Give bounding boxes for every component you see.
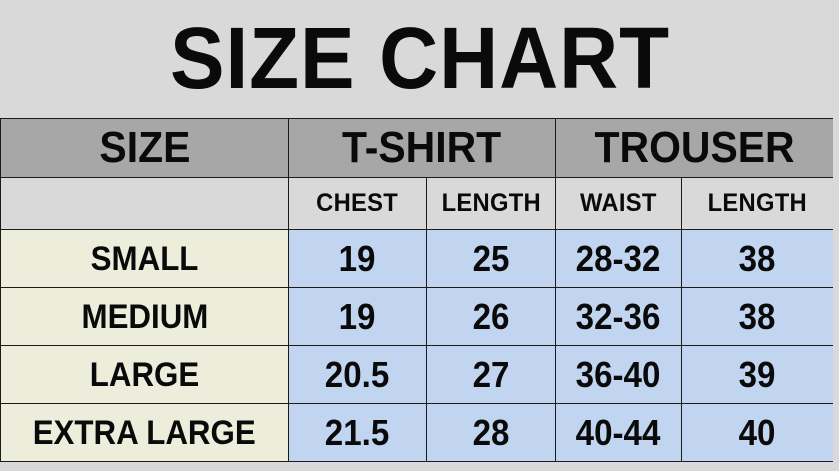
cell-trouser-length-value: 40 xyxy=(739,411,776,453)
cell-tshirt-chest-value: 20.5 xyxy=(325,353,390,395)
cell-trouser-length-value: 39 xyxy=(739,353,776,395)
cell-size: LARGE xyxy=(0,345,289,404)
cell-trouser-waist-value: 28-32 xyxy=(576,237,661,279)
sub-header-chest-label: CHEST xyxy=(316,189,399,217)
group-header-trouser: TROUSER xyxy=(555,118,835,178)
cell-tshirt-chest-value: 21.5 xyxy=(325,411,390,453)
cell-trouser-waist-value: 40-44 xyxy=(576,411,661,453)
sub-header-waist: WAIST xyxy=(555,177,683,230)
cell-tshirt-chest: 20.5 xyxy=(288,345,427,404)
sub-header-tshirt-length-label: LENGTH xyxy=(441,189,541,217)
cell-tshirt-chest-value: 19 xyxy=(339,295,376,337)
cell-trouser-waist-value: 36-40 xyxy=(576,353,661,395)
group-header-size-label: SIZE xyxy=(99,123,190,172)
sub-header-size-empty xyxy=(0,177,289,230)
document-title-band: SIZE CHART xyxy=(0,0,839,118)
cell-size-label: EXTRA LARGE xyxy=(32,413,257,452)
cell-tshirt-length-value: 27 xyxy=(472,353,510,395)
cell-trouser-waist: 32-36 xyxy=(555,287,683,346)
cell-size-label: SMALL xyxy=(90,239,199,278)
cell-tshirt-chest-value: 19 xyxy=(339,237,376,279)
cell-trouser-length: 39 xyxy=(681,345,835,404)
table-row: LARGE 20.5 27 36-40 39 xyxy=(0,345,835,404)
sheet-right-margin xyxy=(833,118,839,469)
sub-header-waist-label: WAIST xyxy=(580,189,657,217)
cell-trouser-length-value: 38 xyxy=(739,237,776,279)
cell-tshirt-chest: 19 xyxy=(288,229,427,288)
table-row: EXTRA LARGE 21.5 28 40-44 40 xyxy=(0,403,835,462)
cell-tshirt-chest: 21.5 xyxy=(288,403,427,462)
table-header: SIZE T-SHIRT TROUSER CHEST LENGTH WAIST … xyxy=(0,118,835,230)
cell-trouser-length: 38 xyxy=(681,287,835,346)
cell-tshirt-length: 28 xyxy=(425,403,557,462)
cell-tshirt-length-value: 28 xyxy=(472,411,510,453)
group-header-row: SIZE T-SHIRT TROUSER xyxy=(0,118,835,178)
group-header-size: SIZE xyxy=(0,118,289,178)
sub-header-chest: CHEST xyxy=(288,177,427,230)
size-chart-table: SIZE T-SHIRT TROUSER CHEST LENGTH WAIST … xyxy=(0,118,835,462)
cell-tshirt-length: 26 xyxy=(425,287,557,346)
table-row: MEDIUM 19 26 32-36 38 xyxy=(0,287,835,346)
cell-trouser-waist: 36-40 xyxy=(555,345,683,404)
cell-size-label: MEDIUM xyxy=(81,297,208,336)
sheet-bottom-margin xyxy=(0,469,839,471)
group-header-tshirt-label: T-SHIRT xyxy=(342,123,502,172)
cell-trouser-waist-value: 32-36 xyxy=(576,295,661,337)
cell-trouser-length: 40 xyxy=(681,403,835,462)
sub-header-trouser-length-label: LENGTH xyxy=(707,189,808,217)
table-row: SMALL 19 25 28-32 38 xyxy=(0,229,835,288)
cell-tshirt-length-value: 26 xyxy=(472,295,510,337)
cell-trouser-length-value: 38 xyxy=(739,295,776,337)
sub-header-trouser-length: LENGTH xyxy=(681,177,835,230)
cell-tshirt-length: 25 xyxy=(425,229,557,288)
sub-header-tshirt-length: LENGTH xyxy=(425,177,557,230)
cell-size: EXTRA LARGE xyxy=(0,403,289,462)
cell-size: SMALL xyxy=(0,229,289,288)
cell-trouser-length: 38 xyxy=(681,229,835,288)
cell-tshirt-chest: 19 xyxy=(288,287,427,346)
cell-size: MEDIUM xyxy=(0,287,289,346)
cell-tshirt-length: 27 xyxy=(425,345,557,404)
sub-header-row: CHEST LENGTH WAIST LENGTH xyxy=(0,177,835,230)
cell-trouser-waist: 40-44 xyxy=(555,403,683,462)
page-title: SIZE CHART xyxy=(169,9,670,107)
group-header-trouser-label: TROUSER xyxy=(594,123,795,172)
table-body: SMALL 19 25 28-32 38 MEDIUM 19 26 32-36 … xyxy=(0,229,835,462)
cell-trouser-waist: 28-32 xyxy=(555,229,683,288)
group-header-tshirt: T-SHIRT xyxy=(287,118,557,178)
cell-size-label: LARGE xyxy=(89,355,200,394)
cell-tshirt-length-value: 25 xyxy=(472,237,510,279)
